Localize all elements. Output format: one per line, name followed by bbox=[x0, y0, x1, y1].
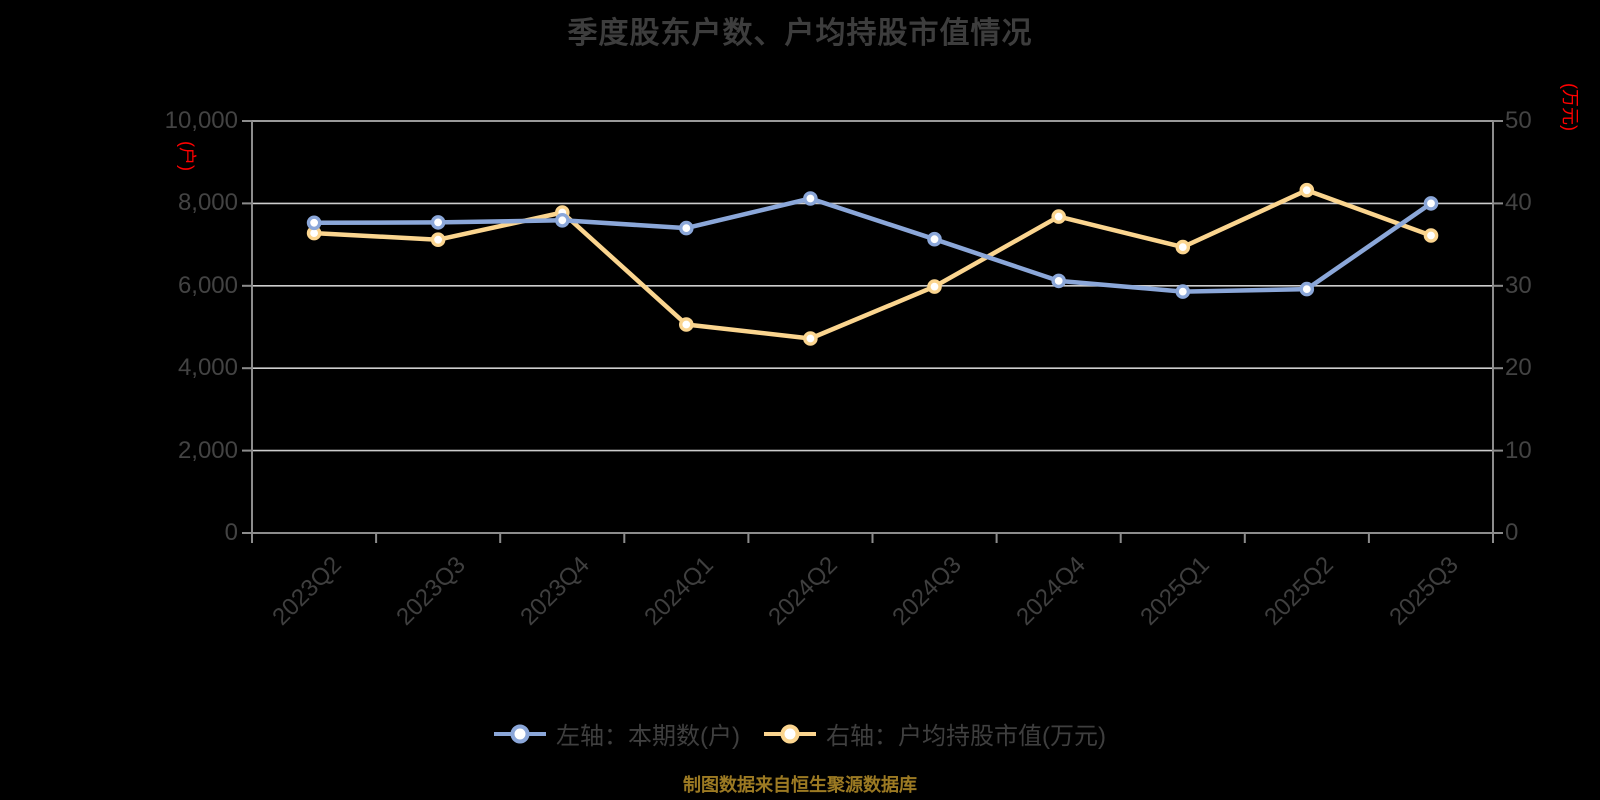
data-point-left-2023Q4 bbox=[555, 212, 570, 228]
right-axis-tick-label: 30 bbox=[1505, 271, 1532, 299]
data-point-left-2025Q1 bbox=[1175, 284, 1191, 299]
right-axis-tick-label: 10 bbox=[1505, 436, 1532, 464]
data-point-left-2024Q1 bbox=[679, 220, 694, 236]
data-point-left-2024Q4 bbox=[1051, 273, 1066, 289]
series-line-left bbox=[311, 196, 1434, 294]
data-point-left-2023Q2 bbox=[306, 215, 322, 231]
right-axis-tick-label: 0 bbox=[1505, 519, 1519, 546]
left-axis-tick-label: 8,000 bbox=[177, 189, 238, 217]
legend-marker-icon bbox=[764, 724, 816, 743]
left-axis-tick-label: 6,000 bbox=[177, 271, 238, 299]
legend-label: 右轴：户均持股市值(万元) bbox=[826, 723, 1106, 750]
legend-item-right-axis-series[interactable]: 右轴：户均持股市值(万元) bbox=[764, 716, 1106, 751]
data-source-note: 制图数据来自恒生聚源数据库 bbox=[683, 775, 917, 795]
data-point-left-2025Q3 bbox=[1423, 196, 1439, 211]
data-point-right-2024Q4 bbox=[1051, 209, 1066, 224]
legend-label: 左轴：本期数(户) bbox=[556, 723, 740, 750]
chart-title: 季度股东户数、户均持股市值情况 bbox=[567, 17, 1033, 50]
legend-item-left-axis-series[interactable]: 左轴：本期数(户) bbox=[494, 716, 740, 751]
left-axis-tick-label: 4,000 bbox=[177, 354, 238, 382]
left-axis-tick-label: 2,000 bbox=[177, 436, 238, 464]
data-point-left-2024Q3 bbox=[927, 231, 942, 247]
data-point-right-2024Q3 bbox=[927, 279, 942, 294]
left-axis-tick-label: 10,000 bbox=[164, 107, 238, 134]
data-point-right-2024Q2 bbox=[803, 331, 818, 346]
data-point-left-2025Q2 bbox=[1299, 281, 1315, 297]
data-point-right-2025Q2 bbox=[1299, 182, 1315, 198]
left-axis-unit-label: (户) bbox=[177, 141, 197, 171]
legend: 左轴：本期数(户) 右轴：户均持股市值(万元) bbox=[0, 716, 1600, 751]
data-point-right-2025Q3 bbox=[1423, 228, 1439, 243]
data-point-right-2023Q3 bbox=[430, 232, 446, 247]
right-axis-tick-label: 50 bbox=[1505, 107, 1532, 134]
series-line-right bbox=[311, 187, 1434, 341]
right-axis-tick-label: 20 bbox=[1505, 354, 1532, 382]
data-point-left-2024Q2 bbox=[803, 191, 818, 206]
data-point-right-2025Q1 bbox=[1175, 239, 1191, 255]
left-axis-tick-label: 0 bbox=[224, 519, 238, 546]
right-axis-tick-label: 40 bbox=[1505, 189, 1532, 217]
data-point-left-2023Q3 bbox=[430, 215, 446, 230]
data-point-right-2024Q1 bbox=[679, 317, 694, 332]
legend-marker-icon bbox=[494, 724, 547, 743]
